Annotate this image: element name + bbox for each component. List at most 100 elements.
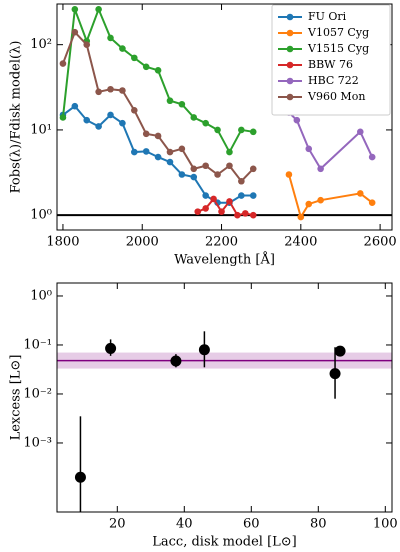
marker — [202, 162, 209, 170]
series-line — [288, 111, 374, 171]
legend-marker — [286, 93, 294, 101]
marker — [119, 119, 126, 127]
marker — [142, 148, 150, 155]
marker — [71, 5, 79, 13]
marker — [210, 195, 217, 203]
y-tick-label: 10⁻¹ — [23, 337, 52, 352]
point — [329, 368, 341, 380]
axes-frame — [56, 3, 393, 231]
marker — [238, 126, 245, 134]
marker — [293, 116, 301, 124]
marker — [317, 196, 324, 204]
marker — [214, 126, 221, 134]
x-axis-label: Lacc, disk model [L⊙] — [152, 535, 297, 550]
y-axis-label: Lexcess [L⊙] — [9, 355, 24, 441]
marker — [83, 41, 91, 48]
marker — [131, 54, 138, 62]
marker — [226, 148, 233, 156]
y-axis-label: Fobs(λ)/Fdisk model(λ) — [9, 41, 24, 194]
marker — [297, 213, 305, 221]
marker — [71, 102, 79, 110]
marker — [190, 165, 198, 173]
marker — [305, 145, 313, 153]
legend-label: HBC 722 — [308, 74, 359, 87]
marker — [59, 60, 67, 67]
axes-frame — [56, 282, 393, 513]
marker — [59, 114, 67, 121]
marker — [249, 211, 257, 219]
marker — [95, 5, 102, 13]
x-tick-label: 2400 — [284, 235, 317, 250]
marker — [238, 177, 245, 185]
marker — [107, 111, 114, 119]
legend-marker — [286, 13, 294, 21]
marker — [166, 97, 174, 105]
marker — [194, 208, 202, 215]
marker — [95, 123, 102, 130]
marker — [305, 200, 313, 208]
marker — [131, 106, 138, 114]
x-tick-label: 100 — [373, 517, 398, 532]
marker — [249, 192, 257, 199]
plot-area — [57, 331, 392, 512]
marker — [154, 67, 162, 74]
marker — [214, 171, 221, 178]
marker — [202, 205, 209, 212]
marker — [154, 153, 162, 161]
y-tick-label: 10⁰ — [30, 288, 52, 303]
marker — [368, 199, 376, 207]
legend-label: BBW 76 — [308, 58, 353, 71]
y-tick-label: 10⁰ — [30, 208, 52, 223]
series-line — [61, 6, 254, 155]
marker — [107, 85, 114, 93]
y-tick-label: 10⁻³ — [23, 435, 52, 450]
marker — [119, 45, 126, 52]
marker — [242, 210, 249, 217]
x-tick-label: 2000 — [126, 235, 159, 250]
marker — [154, 132, 162, 140]
marker — [234, 211, 241, 219]
x-tick-label: 2600 — [364, 235, 397, 250]
point — [74, 471, 86, 483]
x-tick-label: 20 — [109, 517, 126, 532]
point — [170, 355, 182, 367]
legend-marker — [286, 29, 294, 37]
x-tick-label: 1800 — [46, 235, 79, 250]
marker — [119, 87, 126, 94]
legend-marker — [286, 77, 294, 85]
point — [105, 342, 117, 354]
point — [198, 344, 210, 356]
marker — [142, 63, 150, 71]
y-tick-label: 10¹ — [30, 122, 52, 137]
marker — [178, 171, 186, 178]
marker — [202, 119, 209, 127]
marker — [178, 145, 186, 153]
legend-label: V1515 Cyg — [307, 42, 369, 55]
marker — [166, 158, 174, 166]
y-tick-label: 10² — [30, 37, 52, 52]
x-tick-label: 2200 — [205, 235, 238, 250]
marker — [95, 88, 102, 96]
legend-marker — [286, 61, 294, 69]
marker — [190, 173, 198, 181]
marker — [131, 148, 138, 156]
marker — [356, 190, 364, 197]
marker — [226, 162, 233, 170]
plot-area — [57, 5, 392, 221]
marker — [249, 165, 257, 173]
x-tick-label: 40 — [176, 517, 193, 532]
marker — [166, 148, 174, 156]
marker — [238, 192, 245, 199]
legend-marker — [286, 45, 294, 53]
legend-label: V1057 Cyg — [307, 26, 369, 39]
marker — [249, 128, 257, 136]
marker — [107, 34, 114, 42]
legend-label: V960 Mon — [307, 90, 365, 103]
x-tick-label: 80 — [310, 517, 327, 532]
marker — [178, 100, 186, 108]
marker — [317, 165, 324, 173]
point — [334, 345, 346, 357]
marker — [202, 192, 209, 199]
marker — [71, 28, 79, 36]
